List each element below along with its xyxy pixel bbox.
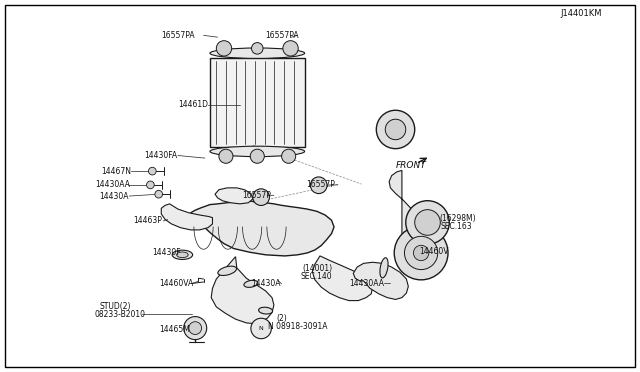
Polygon shape <box>215 188 253 204</box>
Polygon shape <box>210 58 305 147</box>
Text: N: N <box>259 326 264 331</box>
Text: 14430F: 14430F <box>152 248 181 257</box>
Circle shape <box>251 318 271 339</box>
Text: (16298M): (16298M) <box>439 214 476 223</box>
Text: 14460V: 14460V <box>419 247 449 256</box>
Ellipse shape <box>218 266 237 276</box>
Text: 16557P: 16557P <box>242 191 271 200</box>
Text: 14467N: 14467N <box>101 167 131 176</box>
Text: 14465M: 14465M <box>159 325 189 334</box>
Polygon shape <box>389 170 417 238</box>
Circle shape <box>148 167 156 175</box>
Circle shape <box>282 149 296 163</box>
Text: 14430AA: 14430AA <box>349 279 384 288</box>
Circle shape <box>216 41 232 56</box>
Ellipse shape <box>244 280 258 287</box>
Circle shape <box>219 149 233 163</box>
Polygon shape <box>211 257 274 324</box>
Circle shape <box>155 190 163 198</box>
Circle shape <box>376 110 415 149</box>
Text: 14460VA: 14460VA <box>159 279 193 288</box>
Polygon shape <box>353 262 408 299</box>
Text: 16557P: 16557P <box>306 180 335 189</box>
Ellipse shape <box>380 258 388 278</box>
Text: STUD(2): STUD(2) <box>99 302 131 311</box>
Text: 14430A: 14430A <box>99 192 129 201</box>
Circle shape <box>252 43 263 54</box>
Text: N 08918-3091A: N 08918-3091A <box>268 322 327 331</box>
Circle shape <box>189 322 202 334</box>
Circle shape <box>310 177 327 193</box>
Text: 14463P: 14463P <box>133 217 162 225</box>
Text: SEC.140: SEC.140 <box>301 272 332 280</box>
Text: (2): (2) <box>276 314 287 323</box>
Text: 08233-B2010: 08233-B2010 <box>95 310 146 319</box>
Ellipse shape <box>172 250 193 260</box>
Text: 14430A: 14430A <box>251 279 280 288</box>
Text: SEC.163: SEC.163 <box>440 222 472 231</box>
Circle shape <box>147 181 154 189</box>
Ellipse shape <box>210 48 305 58</box>
Text: J14401KM: J14401KM <box>560 9 602 17</box>
Polygon shape <box>312 256 372 301</box>
Circle shape <box>406 201 449 244</box>
Polygon shape <box>191 201 334 256</box>
Circle shape <box>415 210 440 235</box>
Circle shape <box>283 41 298 56</box>
Ellipse shape <box>210 146 305 157</box>
Circle shape <box>404 236 438 270</box>
Ellipse shape <box>259 307 273 314</box>
Polygon shape <box>161 204 212 230</box>
Text: 14430AA: 14430AA <box>95 180 130 189</box>
Text: 16557PA: 16557PA <box>161 31 195 40</box>
Text: 14430FA: 14430FA <box>144 151 177 160</box>
Circle shape <box>250 149 264 163</box>
Text: 14461D: 14461D <box>178 100 208 109</box>
Text: FRONT: FRONT <box>396 161 426 170</box>
Circle shape <box>253 189 269 205</box>
Ellipse shape <box>177 252 188 258</box>
Text: 16557PA: 16557PA <box>266 31 300 40</box>
Text: (14001): (14001) <box>302 264 332 273</box>
Circle shape <box>385 119 406 140</box>
Circle shape <box>413 245 429 261</box>
Circle shape <box>184 317 207 340</box>
Circle shape <box>394 226 448 280</box>
